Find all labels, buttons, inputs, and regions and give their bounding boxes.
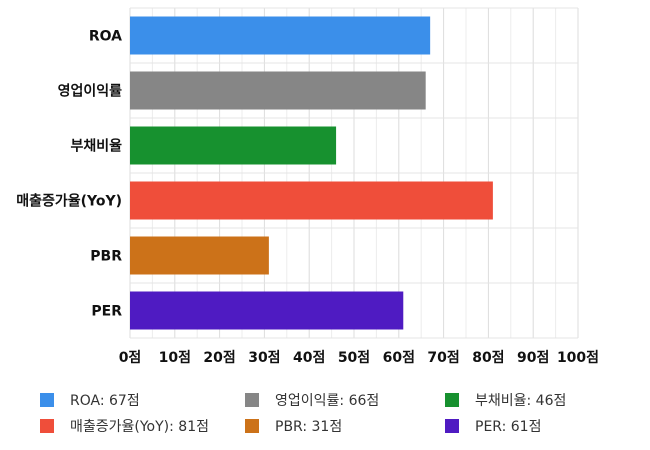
legend-label: 영업이익률: 66점	[275, 393, 380, 409]
legend-label: 부채비율: 46점	[475, 393, 567, 409]
x-tick-label: 100점	[557, 349, 599, 366]
x-tick-label: 50점	[338, 349, 370, 366]
bar	[130, 126, 337, 165]
bar	[130, 181, 493, 220]
x-tick-label: 30점	[248, 349, 280, 366]
bar	[130, 71, 426, 110]
legend-item: 부채비율: 46점	[445, 390, 566, 410]
legend-swatch	[445, 419, 459, 433]
legend-label: PBR: 31점	[275, 419, 343, 435]
category-label: PER	[91, 304, 122, 320]
category-label: PBR	[90, 249, 122, 265]
legend-swatch	[40, 393, 54, 407]
legend-swatch	[245, 419, 259, 433]
x-tick-label: 10점	[159, 349, 191, 366]
x-tick-label: 40점	[293, 349, 325, 366]
x-tick-label: 20점	[203, 349, 235, 366]
x-tick-label: 90점	[517, 349, 549, 366]
legend-label: 매출증가율(YoY): 81점	[70, 419, 209, 435]
legend-item: 영업이익률: 66점	[245, 390, 379, 410]
legend-swatch	[245, 393, 259, 407]
legend-swatch	[40, 419, 54, 433]
category-label: 영업이익률	[58, 83, 123, 100]
x-tick-label: 80점	[472, 349, 504, 366]
category-label: 부채비율	[70, 138, 122, 155]
x-tick-label: 0점	[119, 349, 142, 366]
legend-label: PER: 61점	[475, 419, 542, 435]
bars	[130, 16, 493, 330]
grid-lines	[129, 7, 579, 339]
bar	[130, 16, 431, 55]
category-label: 매출증가율(YoY)	[16, 193, 122, 210]
legend-label: ROA: 67점	[70, 393, 140, 409]
legend-item: PBR: 31점	[245, 416, 342, 436]
bar	[130, 291, 404, 330]
x-tick-label: 70점	[427, 349, 459, 366]
bar	[130, 236, 269, 275]
legend-swatch	[445, 393, 459, 407]
legend-item: ROA: 67점	[40, 390, 140, 410]
x-tick-labels: 0점 10점 20점 30점 40점 50점 60점 70점 80점 90점 100점	[119, 349, 599, 366]
legend-item: PER: 61점	[445, 416, 541, 436]
x-tick-label: 60점	[383, 349, 415, 366]
category-label: ROA	[89, 29, 122, 45]
legend-item: 매출증가율(YoY): 81점	[40, 416, 209, 436]
